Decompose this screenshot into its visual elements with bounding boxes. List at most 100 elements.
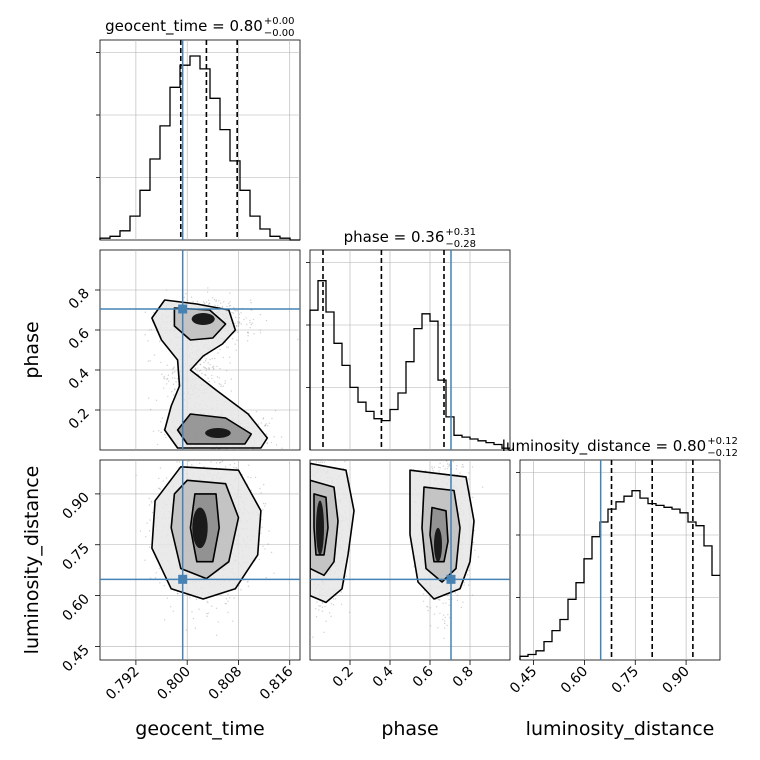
sample-point bbox=[448, 604, 450, 606]
sample-point bbox=[190, 458, 191, 459]
sample-point bbox=[159, 488, 162, 490]
sample-point bbox=[224, 380, 227, 382]
sample-point bbox=[306, 510, 307, 511]
sample-point bbox=[144, 559, 146, 561]
sample-point bbox=[460, 606, 463, 609]
sample-point bbox=[215, 634, 218, 637]
sample-point bbox=[250, 489, 252, 491]
sample-point bbox=[262, 454, 263, 455]
sample-point bbox=[207, 362, 209, 364]
sample-point bbox=[305, 558, 306, 559]
sample-point bbox=[238, 584, 240, 587]
sample-point bbox=[223, 455, 224, 456]
sample-point bbox=[226, 305, 228, 308]
sample-point bbox=[319, 458, 320, 459]
sample-point bbox=[424, 469, 427, 472]
sample-point bbox=[312, 457, 313, 458]
sample-point bbox=[165, 289, 168, 291]
sample-point bbox=[265, 576, 267, 579]
sample-point bbox=[446, 467, 449, 470]
sample-point bbox=[234, 343, 236, 345]
sample-point bbox=[207, 377, 209, 380]
sample-point bbox=[319, 605, 321, 607]
sample-point bbox=[413, 566, 415, 568]
sample-point bbox=[199, 363, 202, 366]
sample-point bbox=[307, 521, 308, 522]
sample-point bbox=[456, 465, 458, 467]
sample-point bbox=[308, 546, 309, 547]
sample-point bbox=[247, 585, 250, 587]
sample-point bbox=[211, 377, 213, 380]
sample-point bbox=[166, 597, 169, 599]
sample-point bbox=[321, 602, 324, 604]
sample-point bbox=[164, 433, 166, 436]
sample-point bbox=[334, 460, 336, 462]
sample-point bbox=[431, 466, 433, 468]
sample-point bbox=[208, 380, 210, 383]
sample-point bbox=[178, 461, 181, 463]
sample-point bbox=[208, 302, 211, 304]
sample-point bbox=[163, 375, 165, 378]
sample-point bbox=[197, 367, 199, 369]
sample-point bbox=[249, 299, 252, 301]
sample-point bbox=[268, 530, 270, 532]
sample-point bbox=[192, 300, 194, 303]
sample-point bbox=[236, 329, 238, 332]
sample-point bbox=[211, 357, 213, 360]
sample-point bbox=[176, 378, 179, 380]
sample-point bbox=[171, 373, 174, 375]
panel-content bbox=[301, 456, 484, 640]
sample-point bbox=[474, 549, 476, 551]
sample-point bbox=[301, 588, 302, 589]
sample-point bbox=[315, 616, 318, 618]
sample-point bbox=[218, 462, 221, 464]
sample-point bbox=[174, 389, 176, 391]
sample-point bbox=[315, 461, 318, 463]
sample-point bbox=[463, 584, 465, 586]
sample-point bbox=[135, 474, 137, 476]
sample-point bbox=[332, 456, 333, 457]
sample-point bbox=[236, 451, 237, 452]
sample-point bbox=[306, 574, 307, 575]
sample-point bbox=[222, 385, 224, 388]
sample-point bbox=[158, 340, 161, 343]
sample-point bbox=[205, 301, 208, 303]
sample-point bbox=[237, 310, 239, 312]
sample-point bbox=[166, 378, 168, 380]
sample-point bbox=[320, 457, 321, 458]
sample-point bbox=[307, 577, 308, 578]
sample-point bbox=[306, 537, 307, 538]
sample-point bbox=[205, 358, 207, 360]
sample-point bbox=[253, 333, 255, 335]
sample-point bbox=[226, 457, 227, 458]
sample-point bbox=[220, 594, 222, 596]
sample-point bbox=[302, 537, 303, 538]
sample-point bbox=[230, 378, 233, 380]
sample-point bbox=[471, 496, 474, 499]
sample-point bbox=[435, 606, 438, 608]
sample-point bbox=[305, 546, 306, 547]
sample-point bbox=[237, 321, 239, 323]
sample-point bbox=[228, 302, 230, 305]
sample-point bbox=[153, 312, 155, 314]
sample-point bbox=[198, 608, 200, 610]
sample-point bbox=[454, 592, 457, 594]
sample-point bbox=[252, 448, 254, 450]
sample-point bbox=[330, 603, 333, 605]
sample-point bbox=[166, 378, 169, 380]
sample-point bbox=[209, 358, 211, 361]
sample-point bbox=[240, 589, 242, 591]
sample-point bbox=[148, 546, 151, 548]
sample-point bbox=[264, 424, 267, 427]
density-fill bbox=[151, 300, 268, 448]
sample-point bbox=[180, 449, 183, 450]
sample-point bbox=[462, 466, 465, 468]
sample-point bbox=[452, 460, 454, 463]
sample-point bbox=[218, 383, 220, 385]
sample-point bbox=[148, 504, 151, 506]
sample-point bbox=[176, 592, 179, 595]
sample-point bbox=[229, 301, 231, 303]
sample-point bbox=[229, 464, 231, 466]
contour-line bbox=[173, 307, 227, 341]
sample-point bbox=[238, 313, 240, 315]
